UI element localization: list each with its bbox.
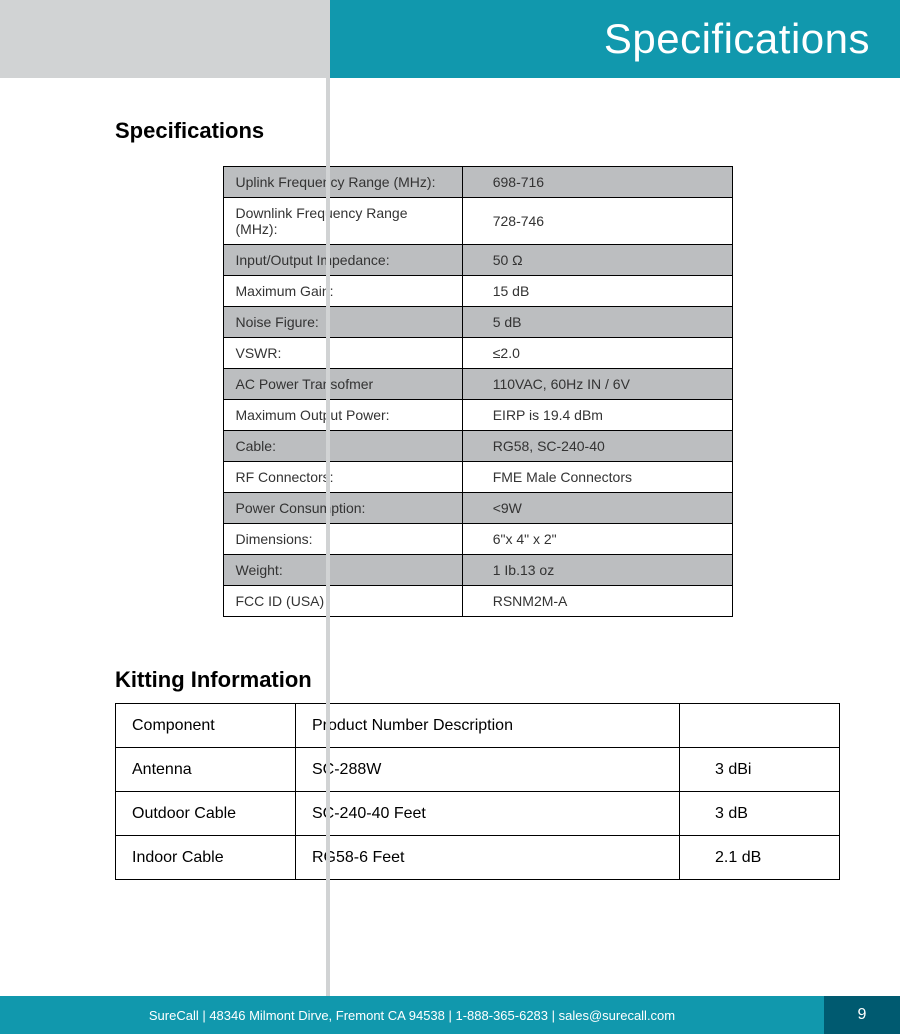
spec-value: 728-746 <box>462 198 732 245</box>
spec-value: 50 Ω <box>462 245 732 276</box>
kit-cell: Outdoor Cable <box>116 792 296 836</box>
spec-value: FME Male Connectors <box>462 462 732 493</box>
header-bar: Specifications <box>0 0 900 78</box>
spec-value: 1 Ib.13 oz <box>462 555 732 586</box>
kit-row: AntennaSC-288W3 dBi <box>116 748 840 792</box>
kit-cell: 3 dB <box>680 792 840 836</box>
spec-row: Noise Figure:5 dB <box>223 307 732 338</box>
spec-label: Input/Output Impedance: <box>223 245 462 276</box>
kit-column-header: Product Number Description <box>296 704 680 748</box>
footer-bar: SureCall | 48346 Milmont Dirve, Fremont … <box>0 996 900 1034</box>
spec-row: FCC ID (USA)RSNM2M-A <box>223 586 732 617</box>
spec-value: ≤2.0 <box>462 338 732 369</box>
spec-row: Power Consumption:<9W <box>223 493 732 524</box>
kit-column-header: Component <box>116 704 296 748</box>
kit-cell: 2.1 dB <box>680 836 840 880</box>
content-area: Specifications Uplink Frequency Range (M… <box>0 78 900 880</box>
spec-row: Downlink Frequency Range (MHz):728-746 <box>223 198 732 245</box>
spec-label: Dimensions: <box>223 524 462 555</box>
spec-label: FCC ID (USA) <box>223 586 462 617</box>
kit-cell: RG58-6 Feet <box>296 836 680 880</box>
kit-row: Outdoor CableSC-240-40 Feet3 dB <box>116 792 840 836</box>
kit-cell: SC-288W <box>296 748 680 792</box>
spec-row: AC Power Transofmer110VAC, 60Hz IN / 6V <box>223 369 732 400</box>
spec-value: 698-716 <box>462 167 732 198</box>
kit-row: Indoor CableRG58-6 Feet2.1 dB <box>116 836 840 880</box>
vertical-stripe <box>326 78 330 996</box>
kit-cell: Antenna <box>116 748 296 792</box>
spec-row: Weight:1 Ib.13 oz <box>223 555 732 586</box>
spec-row: Maximum Gain:15 dB <box>223 276 732 307</box>
spec-row: Input/Output Impedance:50 Ω <box>223 245 732 276</box>
footer-text: SureCall | 48346 Milmont Dirve, Fremont … <box>0 996 824 1034</box>
spec-row: Maximum Output Power:EIRP is 19.4 dBm <box>223 400 732 431</box>
spec-value: RG58, SC-240-40 <box>462 431 732 462</box>
spec-value: 15 dB <box>462 276 732 307</box>
spec-value: 6"x 4" x 2" <box>462 524 732 555</box>
spec-value: <9W <box>462 493 732 524</box>
spec-label: Noise Figure: <box>223 307 462 338</box>
spec-label: Uplink Frequency Range (MHz): <box>223 167 462 198</box>
kit-cell: SC-240-40 Feet <box>296 792 680 836</box>
spec-row: Cable:RG58, SC-240-40 <box>223 431 732 462</box>
spec-table-container: Uplink Frequency Range (MHz):698-716Down… <box>115 166 840 617</box>
spec-label: AC Power Transofmer <box>223 369 462 400</box>
kit-cell: 3 dBi <box>680 748 840 792</box>
spec-row: Dimensions:6"x 4" x 2" <box>223 524 732 555</box>
kitting-section-title: Kitting Information <box>115 667 840 693</box>
spec-label: Cable: <box>223 431 462 462</box>
kit-header-row: ComponentProduct Number Description <box>116 704 840 748</box>
specs-section-title: Specifications <box>115 118 840 144</box>
spec-label: Maximum Gain: <box>223 276 462 307</box>
spec-row: RF Connectors:FME Male Connectors <box>223 462 732 493</box>
kit-cell: Indoor Cable <box>116 836 296 880</box>
spec-label: RF Connectors: <box>223 462 462 493</box>
spec-value: EIRP is 19.4 dBm <box>462 400 732 431</box>
kitting-table: ComponentProduct Number DescriptionAnten… <box>115 703 840 880</box>
kit-column-header <box>680 704 840 748</box>
spec-row: Uplink Frequency Range (MHz):698-716 <box>223 167 732 198</box>
header-left-block <box>0 0 330 78</box>
spec-label: Downlink Frequency Range (MHz): <box>223 198 462 245</box>
page-header-title: Specifications <box>604 15 870 63</box>
spec-label: VSWR: <box>223 338 462 369</box>
spec-table: Uplink Frequency Range (MHz):698-716Down… <box>223 166 733 617</box>
spec-row: VSWR:≤2.0 <box>223 338 732 369</box>
spec-value: 5 dB <box>462 307 732 338</box>
header-right-block: Specifications <box>330 0 900 78</box>
spec-value: RSNM2M-A <box>462 586 732 617</box>
page-number: 9 <box>824 996 900 1034</box>
spec-label: Weight: <box>223 555 462 586</box>
spec-label: Maximum Output Power: <box>223 400 462 431</box>
spec-value: 110VAC, 60Hz IN / 6V <box>462 369 732 400</box>
spec-label: Power Consumption: <box>223 493 462 524</box>
